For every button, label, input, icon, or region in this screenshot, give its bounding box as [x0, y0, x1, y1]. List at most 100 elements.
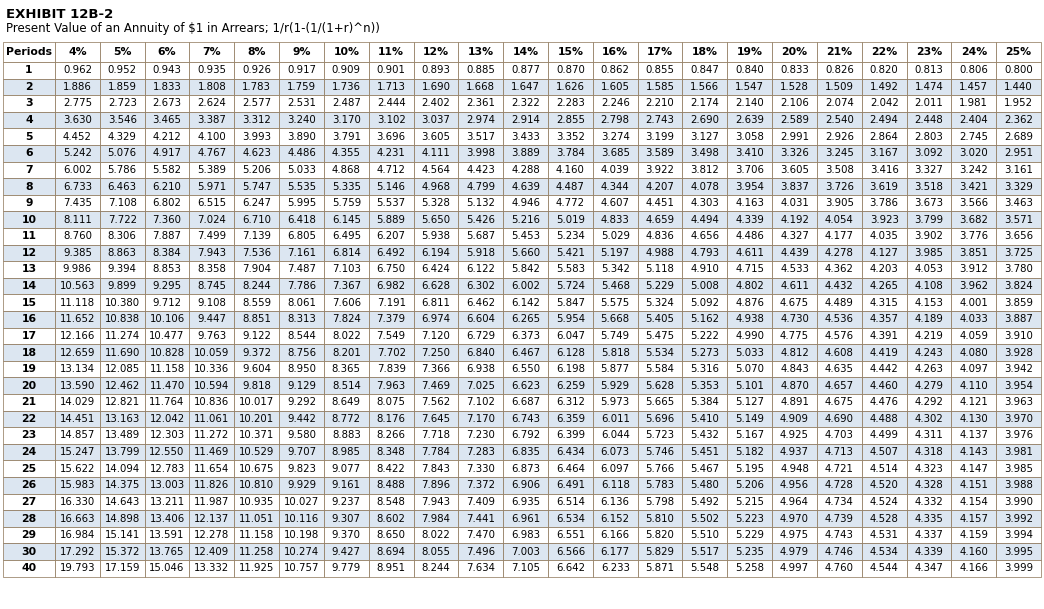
Bar	[996, 261, 1041, 278]
Text: 6.152: 6.152	[600, 513, 630, 524]
Text: 4.163: 4.163	[735, 198, 764, 208]
Bar	[189, 427, 234, 444]
Bar	[189, 378, 234, 394]
Bar	[413, 294, 458, 311]
Text: 4.212: 4.212	[152, 132, 182, 142]
Bar	[906, 278, 951, 294]
Bar	[503, 543, 548, 560]
Bar	[548, 527, 593, 543]
Text: 4.189: 4.189	[915, 314, 944, 325]
Text: 8.055: 8.055	[422, 547, 450, 557]
Bar	[906, 328, 951, 344]
Bar	[816, 228, 861, 245]
Bar	[861, 494, 906, 510]
Bar	[548, 344, 593, 361]
Text: 7.786: 7.786	[287, 281, 316, 291]
Text: 8.313: 8.313	[287, 314, 316, 325]
Text: 6.073: 6.073	[600, 447, 630, 457]
Text: 8.201: 8.201	[332, 348, 360, 357]
Text: 5.829: 5.829	[645, 547, 674, 557]
Bar	[548, 245, 593, 261]
Text: 6.233: 6.233	[600, 563, 630, 573]
Bar	[683, 444, 728, 460]
Text: 3.905: 3.905	[825, 198, 854, 208]
Bar	[279, 278, 324, 294]
Bar	[861, 361, 906, 378]
Bar	[638, 278, 683, 294]
Bar	[951, 410, 996, 427]
Text: 6%: 6%	[158, 47, 176, 57]
Text: 22: 22	[21, 414, 37, 424]
Text: 4.263: 4.263	[915, 364, 944, 374]
Bar	[906, 294, 951, 311]
Bar	[369, 394, 413, 410]
Bar	[324, 211, 369, 228]
Bar	[324, 161, 369, 178]
Bar	[55, 95, 100, 112]
Text: 15%: 15%	[557, 47, 584, 57]
Text: 7.943: 7.943	[422, 497, 450, 507]
Bar	[324, 328, 369, 344]
Text: 1.833: 1.833	[152, 82, 182, 92]
Text: 4.721: 4.721	[825, 463, 854, 474]
Text: 8.756: 8.756	[287, 348, 316, 357]
Bar	[3, 178, 55, 195]
Text: 15.983: 15.983	[60, 481, 95, 490]
Bar	[996, 410, 1041, 427]
Text: 6.491: 6.491	[555, 481, 585, 490]
Bar	[638, 178, 683, 195]
Bar	[55, 361, 100, 378]
Text: 9.077: 9.077	[332, 463, 361, 474]
Bar	[638, 444, 683, 460]
Bar	[951, 477, 996, 494]
Text: 13: 13	[22, 264, 37, 275]
Bar	[996, 128, 1041, 145]
Bar	[951, 294, 996, 311]
Bar	[906, 62, 951, 79]
Text: 5.324: 5.324	[645, 298, 674, 308]
Text: 13.134: 13.134	[60, 364, 95, 374]
Text: 11.051: 11.051	[239, 513, 275, 524]
Bar	[413, 261, 458, 278]
Bar	[593, 394, 638, 410]
Bar	[279, 95, 324, 112]
Text: 5.929: 5.929	[600, 381, 630, 391]
Text: 11.987: 11.987	[194, 497, 230, 507]
Bar	[548, 42, 593, 62]
Bar	[816, 494, 861, 510]
Text: 9.427: 9.427	[332, 547, 361, 557]
Text: 5.724: 5.724	[555, 281, 585, 291]
Text: 5.118: 5.118	[645, 264, 674, 275]
Text: 10.675: 10.675	[239, 463, 275, 474]
Text: 2.361: 2.361	[467, 99, 495, 108]
Bar	[773, 560, 816, 577]
Bar	[369, 245, 413, 261]
Text: 40: 40	[22, 563, 37, 573]
Bar	[816, 145, 861, 161]
Bar	[861, 128, 906, 145]
Bar	[369, 178, 413, 195]
Text: 0.800: 0.800	[1004, 65, 1033, 76]
Text: 4.432: 4.432	[825, 281, 854, 291]
Text: 6.733: 6.733	[63, 181, 92, 191]
Text: 4.746: 4.746	[825, 547, 854, 557]
Bar	[683, 311, 728, 328]
Text: 4.910: 4.910	[690, 264, 719, 275]
Text: 23: 23	[21, 431, 37, 440]
Bar	[458, 112, 503, 128]
Text: 5.182: 5.182	[735, 447, 764, 457]
Bar	[728, 527, 773, 543]
Bar	[3, 378, 55, 394]
Text: 11: 11	[22, 231, 37, 241]
Bar	[3, 294, 55, 311]
Bar	[324, 261, 369, 278]
Bar	[996, 560, 1041, 577]
Bar	[369, 444, 413, 460]
Bar	[503, 410, 548, 427]
Text: 2.864: 2.864	[870, 132, 899, 142]
Bar	[369, 510, 413, 527]
Bar	[996, 510, 1041, 527]
Text: 5.746: 5.746	[645, 447, 674, 457]
Text: 4.335: 4.335	[915, 513, 944, 524]
Bar	[55, 245, 100, 261]
